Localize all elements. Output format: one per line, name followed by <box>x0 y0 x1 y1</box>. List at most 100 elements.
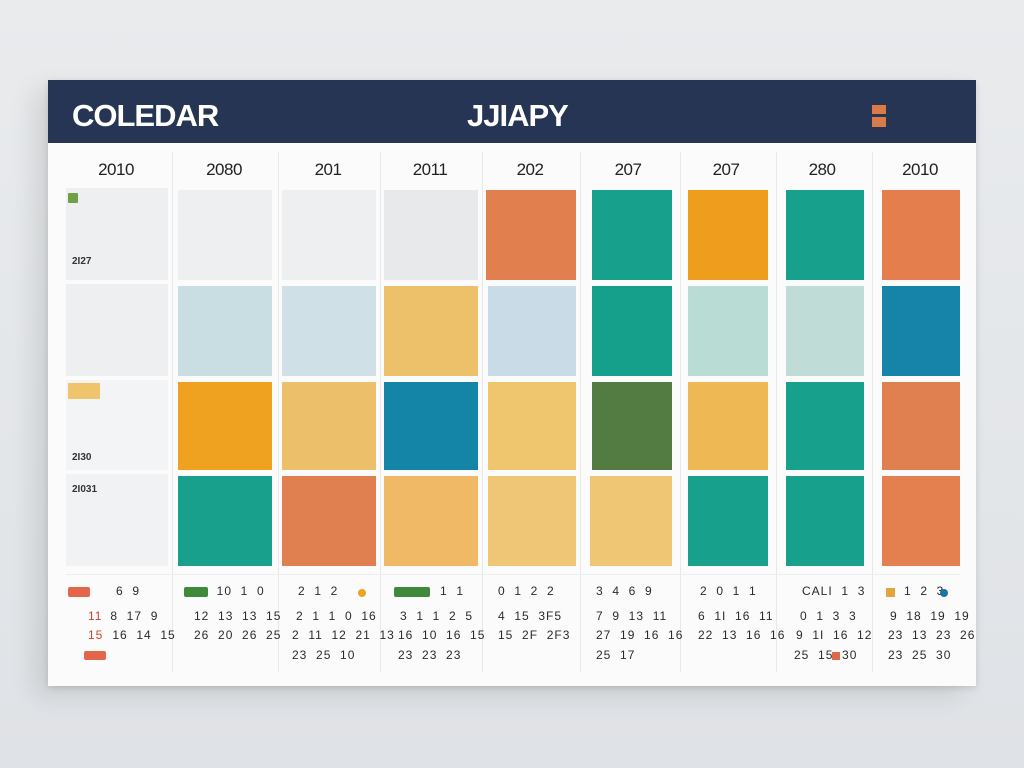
column-divider <box>776 152 777 672</box>
event-tag <box>68 383 100 399</box>
column-header-3: 201 <box>314 160 342 179</box>
footer-divider <box>66 574 960 575</box>
mini-calendar-row: 11 <box>88 609 103 623</box>
mini-calendar-row: 9 18 19 19 <box>890 609 970 623</box>
mini-calendar-row: 23 25 10 <box>292 648 356 662</box>
mini-calendar-row: 3 4 6 9 <box>596 584 653 598</box>
day-cell[interactable] <box>384 286 478 376</box>
mini-calendar-row: 1 2 3 <box>904 584 945 598</box>
column-header-9: 2010 <box>902 160 938 179</box>
mini-calendar-row: 16 14 15 <box>108 628 176 642</box>
day-cell[interactable] <box>882 190 960 280</box>
mini-calendar-row: 4 15 3F5 <box>498 609 563 623</box>
event-chip[interactable] <box>68 587 90 597</box>
day-cell[interactable] <box>688 286 768 376</box>
mini-calendar-row: 2 0 1 1 <box>700 584 757 598</box>
day-cell[interactable] <box>882 286 960 376</box>
mini-calendar-row: 2 1 2 <box>298 584 339 598</box>
day-cell[interactable] <box>882 382 960 470</box>
day-cell[interactable] <box>66 474 168 566</box>
month-title: JJIAPY <box>467 98 569 133</box>
mini-calendar-row: 22 13 16 16 <box>698 628 786 642</box>
day-cell[interactable] <box>786 382 864 470</box>
mini-calendar-row: 0 1 3 3 <box>800 609 857 623</box>
day-cell[interactable] <box>486 190 576 280</box>
column-divider <box>380 152 381 672</box>
column-divider <box>482 152 483 672</box>
day-cell[interactable] <box>882 476 960 566</box>
day-cell[interactable] <box>282 286 376 376</box>
column-header-6: 207 <box>614 160 642 179</box>
day-cell[interactable] <box>384 476 478 566</box>
day-cell[interactable] <box>488 286 576 376</box>
mini-calendar-row: 15 <box>88 628 104 642</box>
mini-calendar-row: 16 10 16 15 <box>398 628 486 642</box>
column-divider <box>278 152 279 672</box>
column-header-1: 2010 <box>98 160 134 179</box>
day-cell[interactable] <box>384 382 478 470</box>
day-cell[interactable] <box>592 190 672 280</box>
day-cell[interactable] <box>282 382 376 470</box>
mini-calendar-row: 23 13 23 26 <box>888 628 976 642</box>
day-cell[interactable] <box>488 382 576 470</box>
column-divider <box>580 152 581 672</box>
mini-calendar-row: 26 20 26 25 <box>194 628 282 642</box>
day-cell[interactable] <box>66 188 168 280</box>
mini-calendar-row: 1 1 <box>440 584 465 598</box>
day-cell[interactable] <box>178 382 272 470</box>
event-square <box>886 588 895 597</box>
mini-calendar-row: 25 17 <box>596 648 636 662</box>
mini-calendar-row: 23 23 23 <box>398 648 462 662</box>
mini-calendar-row: 0 1 2 2 <box>498 584 555 598</box>
calendar-header: COLEDAR JJIAPY <box>48 80 976 143</box>
event-chip[interactable] <box>184 587 208 597</box>
day-cell[interactable] <box>592 382 672 470</box>
day-cell[interactable] <box>688 476 768 566</box>
row-label: 2I30 <box>72 452 92 463</box>
mini-calendar-row: 7 9 13 11 <box>596 609 668 623</box>
column-header-2: 2080 <box>206 160 242 179</box>
day-cell[interactable] <box>688 190 768 280</box>
column-divider <box>172 152 173 672</box>
column-header-5: 202 <box>516 160 544 179</box>
day-cell[interactable] <box>384 190 478 280</box>
column-header-7: 207 <box>712 160 740 179</box>
column-header-4: 2011 <box>412 160 448 179</box>
mini-calendar-row: 27 19 16 16 <box>596 628 684 642</box>
calendar-board: COLEDAR JJIAPY 2010 2080 201 2011 202 20… <box>48 80 976 686</box>
column-header-8: 280 <box>808 160 836 179</box>
day-cell[interactable] <box>590 476 672 566</box>
day-cell[interactable] <box>786 190 864 280</box>
event-dot <box>940 589 948 597</box>
event-dot <box>358 589 366 597</box>
day-cell[interactable] <box>786 286 864 376</box>
calendar-icon[interactable] <box>872 105 886 127</box>
day-cell[interactable] <box>66 284 168 376</box>
mini-calendar-row: 2 1 1 0 16 <box>296 609 377 623</box>
mini-calendar-row: CALI 1 3 <box>802 584 866 598</box>
mini-calendar-row: 3 1 1 2 5 <box>400 609 474 623</box>
day-cell[interactable] <box>786 476 864 566</box>
day-cell[interactable] <box>592 286 672 376</box>
day-cell[interactable] <box>688 382 768 470</box>
mini-calendar-row: 25 15 30 <box>794 648 858 662</box>
mini-calendar-row: 2 11 12 21 13 <box>292 628 395 642</box>
day-cell[interactable] <box>178 286 272 376</box>
day-cell[interactable] <box>282 190 376 280</box>
event-chip[interactable] <box>84 651 106 660</box>
day-cell[interactable] <box>488 476 576 566</box>
event-chip[interactable] <box>394 587 430 597</box>
day-cell[interactable] <box>178 476 272 566</box>
mini-calendar-row: 9 1I 16 12 <box>796 628 873 642</box>
mini-calendar-row: 6 1I 16 11 <box>698 609 774 623</box>
event-square <box>832 652 840 660</box>
column-divider <box>872 152 873 672</box>
mini-calendar-row: 8 17 9 <box>106 609 159 623</box>
mini-calendar-row: 23 25 30 <box>888 648 952 662</box>
calendar-title: COLEDAR <box>72 98 219 133</box>
event-tag <box>68 193 78 203</box>
day-cell[interactable] <box>178 190 272 280</box>
mini-calendar-row: 10 1 0 <box>208 584 265 598</box>
day-cell[interactable] <box>282 476 376 566</box>
row-label: 2I031 <box>72 484 98 495</box>
